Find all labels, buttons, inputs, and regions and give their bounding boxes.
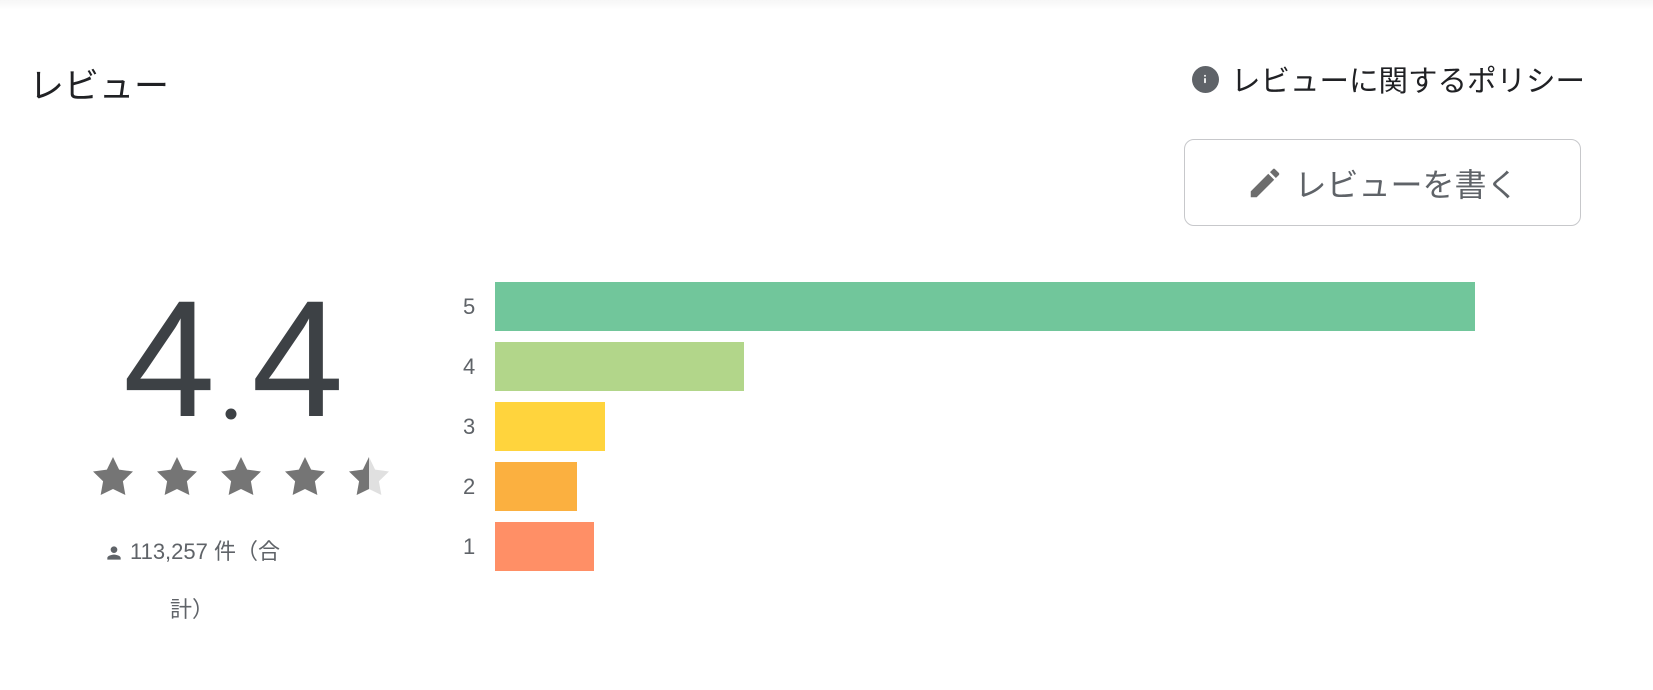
svg-text:4 4: 4 4 (123, 298, 339, 448)
